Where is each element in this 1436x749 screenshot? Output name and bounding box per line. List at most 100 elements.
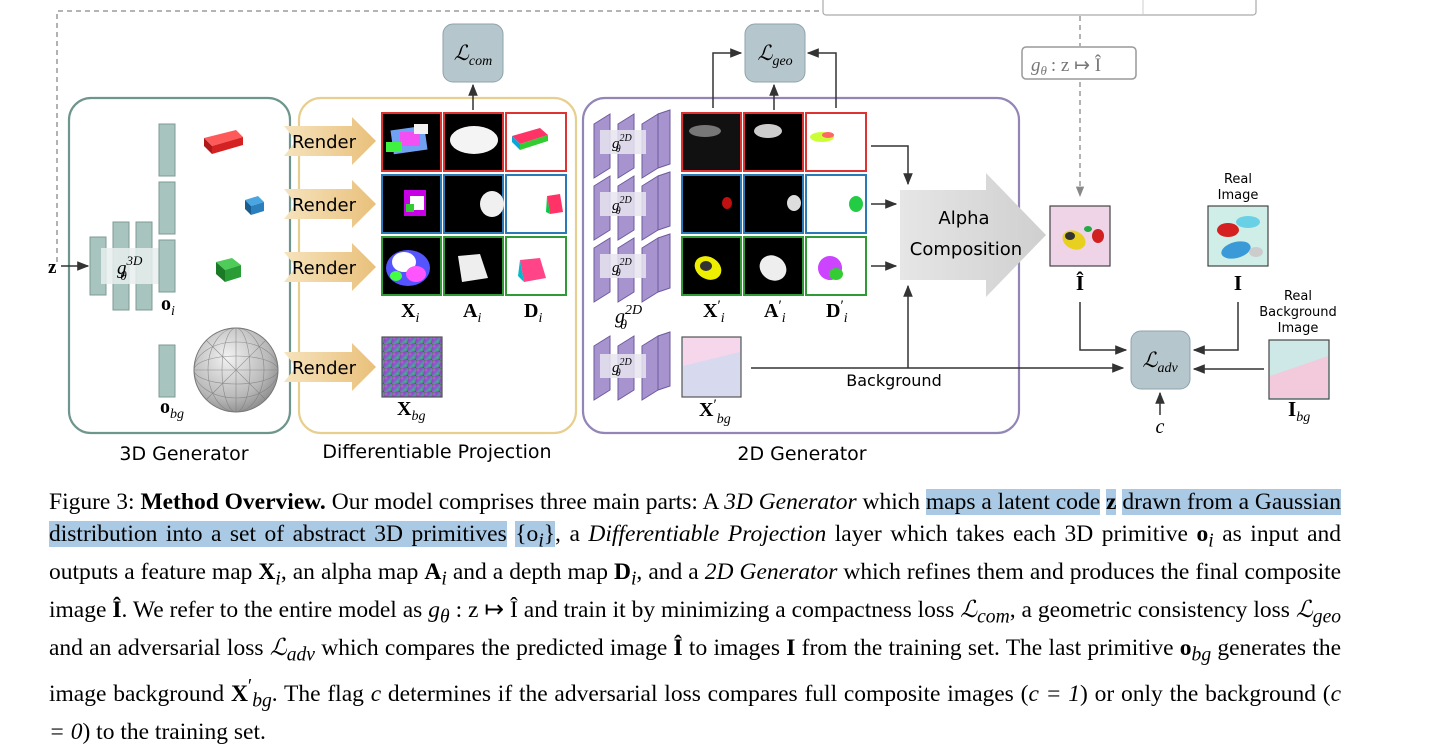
mapping-box: gθ: z ↦ Î: [1021, 46, 1137, 80]
real-bg-line3: Image: [1278, 321, 1319, 336]
panel-projection-label: Differentiable Projection: [322, 441, 551, 463]
arrow-to-lgeo-right: [806, 48, 837, 108]
caption-text: and train it by minimizing a compactness…: [523, 596, 955, 623]
g2d-label: g2D θ: [615, 303, 642, 333]
svg-text:ℒcom: ℒcom: [454, 41, 492, 69]
dashed-latent-line: [56, 10, 822, 262]
arrow-row1-to-alpha: [871, 145, 913, 186]
loss-adv-box: ℒadv: [1130, 330, 1191, 390]
svg-text:Render: Render: [292, 132, 357, 153]
green-primitive-cuboid: [216, 258, 241, 282]
svg-text:Composition: Composition: [910, 239, 1022, 260]
blue-primitive-cuboid: [245, 196, 264, 215]
o-bg-label: obg: [160, 396, 184, 422]
svg-text:ℒgeo: ℒgeo: [757, 41, 792, 69]
refined-bg-tile: [681, 336, 742, 398]
g2d-network-bg: g2D θ: [593, 331, 671, 401]
svg-text:Render: Render: [292, 358, 357, 379]
real-image: [1207, 205, 1269, 267]
refined-row-3: [681, 236, 867, 296]
caption-text: Our model comprises three main parts: A: [331, 489, 719, 515]
method-overview-figure: 3D Generator z g3D θ oi obg: [48, 0, 1337, 465]
proj-row-1: [381, 112, 567, 172]
caption-figure-label: Figure 3:: [49, 489, 135, 515]
loss-com-box: ℒcom: [442, 23, 504, 83]
real-image-line1: Real: [1224, 172, 1252, 187]
latent-z-label: z: [48, 257, 57, 278]
label-X-prime-bg: X′bg: [699, 397, 731, 427]
top-box-edge: [822, 0, 1257, 16]
caption-text: which: [862, 489, 920, 515]
caption-text: . The flag: [271, 681, 364, 708]
caption-title: Method Overview.: [140, 489, 326, 515]
panel-2d-generator: [581, 96, 1021, 435]
g2d-network-1: g2D θ: [593, 109, 671, 179]
arrow-to-lgeo-left: [712, 48, 743, 108]
real-bg-line2: Background: [1259, 305, 1337, 320]
caption-text: as input and outputs a feature map: [49, 520, 1342, 585]
caption-highlight-set: {oi}: [515, 520, 556, 552]
label-c: c: [1156, 416, 1165, 438]
caption-text: and a depth map: [452, 558, 608, 585]
caption-text: , a: [555, 520, 580, 547]
proj-row-3: [381, 236, 567, 296]
svg-text:gθ: z ↦ Î: gθ: z ↦ Î: [1031, 54, 1102, 78]
svg-text:Alpha: Alpha: [938, 208, 989, 229]
label-D-i: Di: [524, 300, 542, 326]
arrow-I-to-ladv: [1192, 302, 1239, 355]
caption-text: , and a: [636, 558, 699, 585]
caption-term-projection: Differentiable Projection: [588, 520, 827, 547]
loss-geo-box: ℒgeo: [744, 23, 806, 83]
label-X-bg: Xbg: [397, 398, 425, 424]
svg-text:Render: Render: [292, 258, 357, 279]
caption-text: which refines them and produces the fina…: [49, 558, 1342, 623]
caption-text: , an alpha map: [280, 558, 419, 585]
caption-text: from the training set. The last primitiv…: [801, 635, 1174, 662]
label-A-i: Ai: [463, 300, 481, 326]
figure-caption: Figure 3: Method Overview. Our model com…: [49, 489, 1342, 746]
g2d-network-3: g2D θ: [593, 233, 671, 303]
primitive-vectors: [158, 123, 176, 398]
caption-text: and an adversarial loss: [49, 635, 264, 662]
red-primitive-cuboid: [204, 130, 243, 154]
caption-text: determines if the adversarial loss compa…: [387, 681, 1029, 708]
real-bg-line1: Real: [1284, 289, 1312, 304]
background-label: Background: [846, 371, 941, 390]
proj-row-2: [381, 174, 567, 234]
caption-text: which compares the predicted image: [321, 635, 668, 662]
label-D-prime-i: D′i: [826, 298, 848, 326]
render-arrow-2: Render: [284, 180, 376, 228]
label-X-i: Xi: [401, 300, 419, 326]
caption-text: layer which takes each 3D primitive: [834, 520, 1188, 547]
caption-text: to images: [688, 635, 781, 662]
svg-text:Render: Render: [292, 195, 357, 216]
caption-text: ) to the training set.: [82, 719, 266, 746]
alpha-composition-block: Alpha Composition: [900, 173, 1046, 297]
caption-text: ) or only the background (: [1080, 681, 1331, 708]
svg-text:ℒadv: ℒadv: [1142, 348, 1178, 376]
render-arrow-1: Render: [284, 117, 376, 165]
g3d-label: g3D θ: [117, 253, 143, 283]
caption-term-2d-generator: 2D Generator: [704, 558, 838, 585]
background-sphere: [193, 327, 279, 413]
caption-highlight-1: maps a latent code: [925, 489, 1101, 515]
o-i-label: oi: [161, 293, 175, 319]
render-arrow-3: Render: [284, 243, 376, 291]
real-background-image: [1268, 339, 1330, 400]
label-I-hat: Î: [1076, 271, 1084, 295]
real-image-line2: Image: [1218, 188, 1259, 203]
caption-text: , a geometric consistency loss: [1009, 596, 1290, 623]
panel-2d-generator-label: 2D Generator: [737, 443, 866, 465]
panel-3d-generator-label: 3D Generator: [119, 443, 248, 465]
caption-highlight-z: z: [1106, 489, 1117, 515]
proj-bg-tile: [381, 336, 443, 398]
label-I: I: [1234, 271, 1242, 295]
refined-row-2: [681, 174, 867, 234]
g2d-network-2: g2D θ: [593, 171, 671, 241]
label-A-prime-i: A′i: [764, 298, 786, 326]
render-arrow-bg: Render: [284, 343, 376, 391]
